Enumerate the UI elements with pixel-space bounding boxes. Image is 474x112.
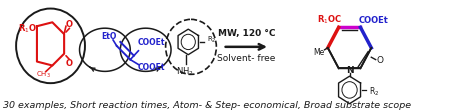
- Text: 30 examples, Short reaction times, Atom- & Step- economical, Broad substrate sco: 30 examples, Short reaction times, Atom-…: [3, 101, 411, 110]
- Text: EtO: EtO: [102, 32, 117, 41]
- Text: COOEt: COOEt: [358, 16, 388, 25]
- Text: NH$_2$: NH$_2$: [176, 65, 193, 78]
- Text: R$_1$OC: R$_1$OC: [318, 14, 343, 26]
- Text: Me: Me: [313, 48, 324, 57]
- Text: R$_2$: R$_2$: [370, 86, 380, 98]
- Text: MW, 120 °C: MW, 120 °C: [218, 29, 275, 38]
- Text: Solvent- free: Solvent- free: [217, 54, 275, 63]
- Text: R$_2$: R$_2$: [207, 35, 217, 45]
- Text: O: O: [66, 20, 73, 29]
- Text: CH$_3$: CH$_3$: [36, 70, 51, 80]
- Text: N: N: [346, 66, 354, 75]
- Text: COOEt: COOEt: [137, 38, 165, 47]
- Text: COOEt: COOEt: [137, 63, 165, 72]
- Text: O: O: [377, 56, 384, 65]
- Text: O: O: [66, 59, 73, 68]
- Text: R$_1$O: R$_1$O: [18, 23, 37, 35]
